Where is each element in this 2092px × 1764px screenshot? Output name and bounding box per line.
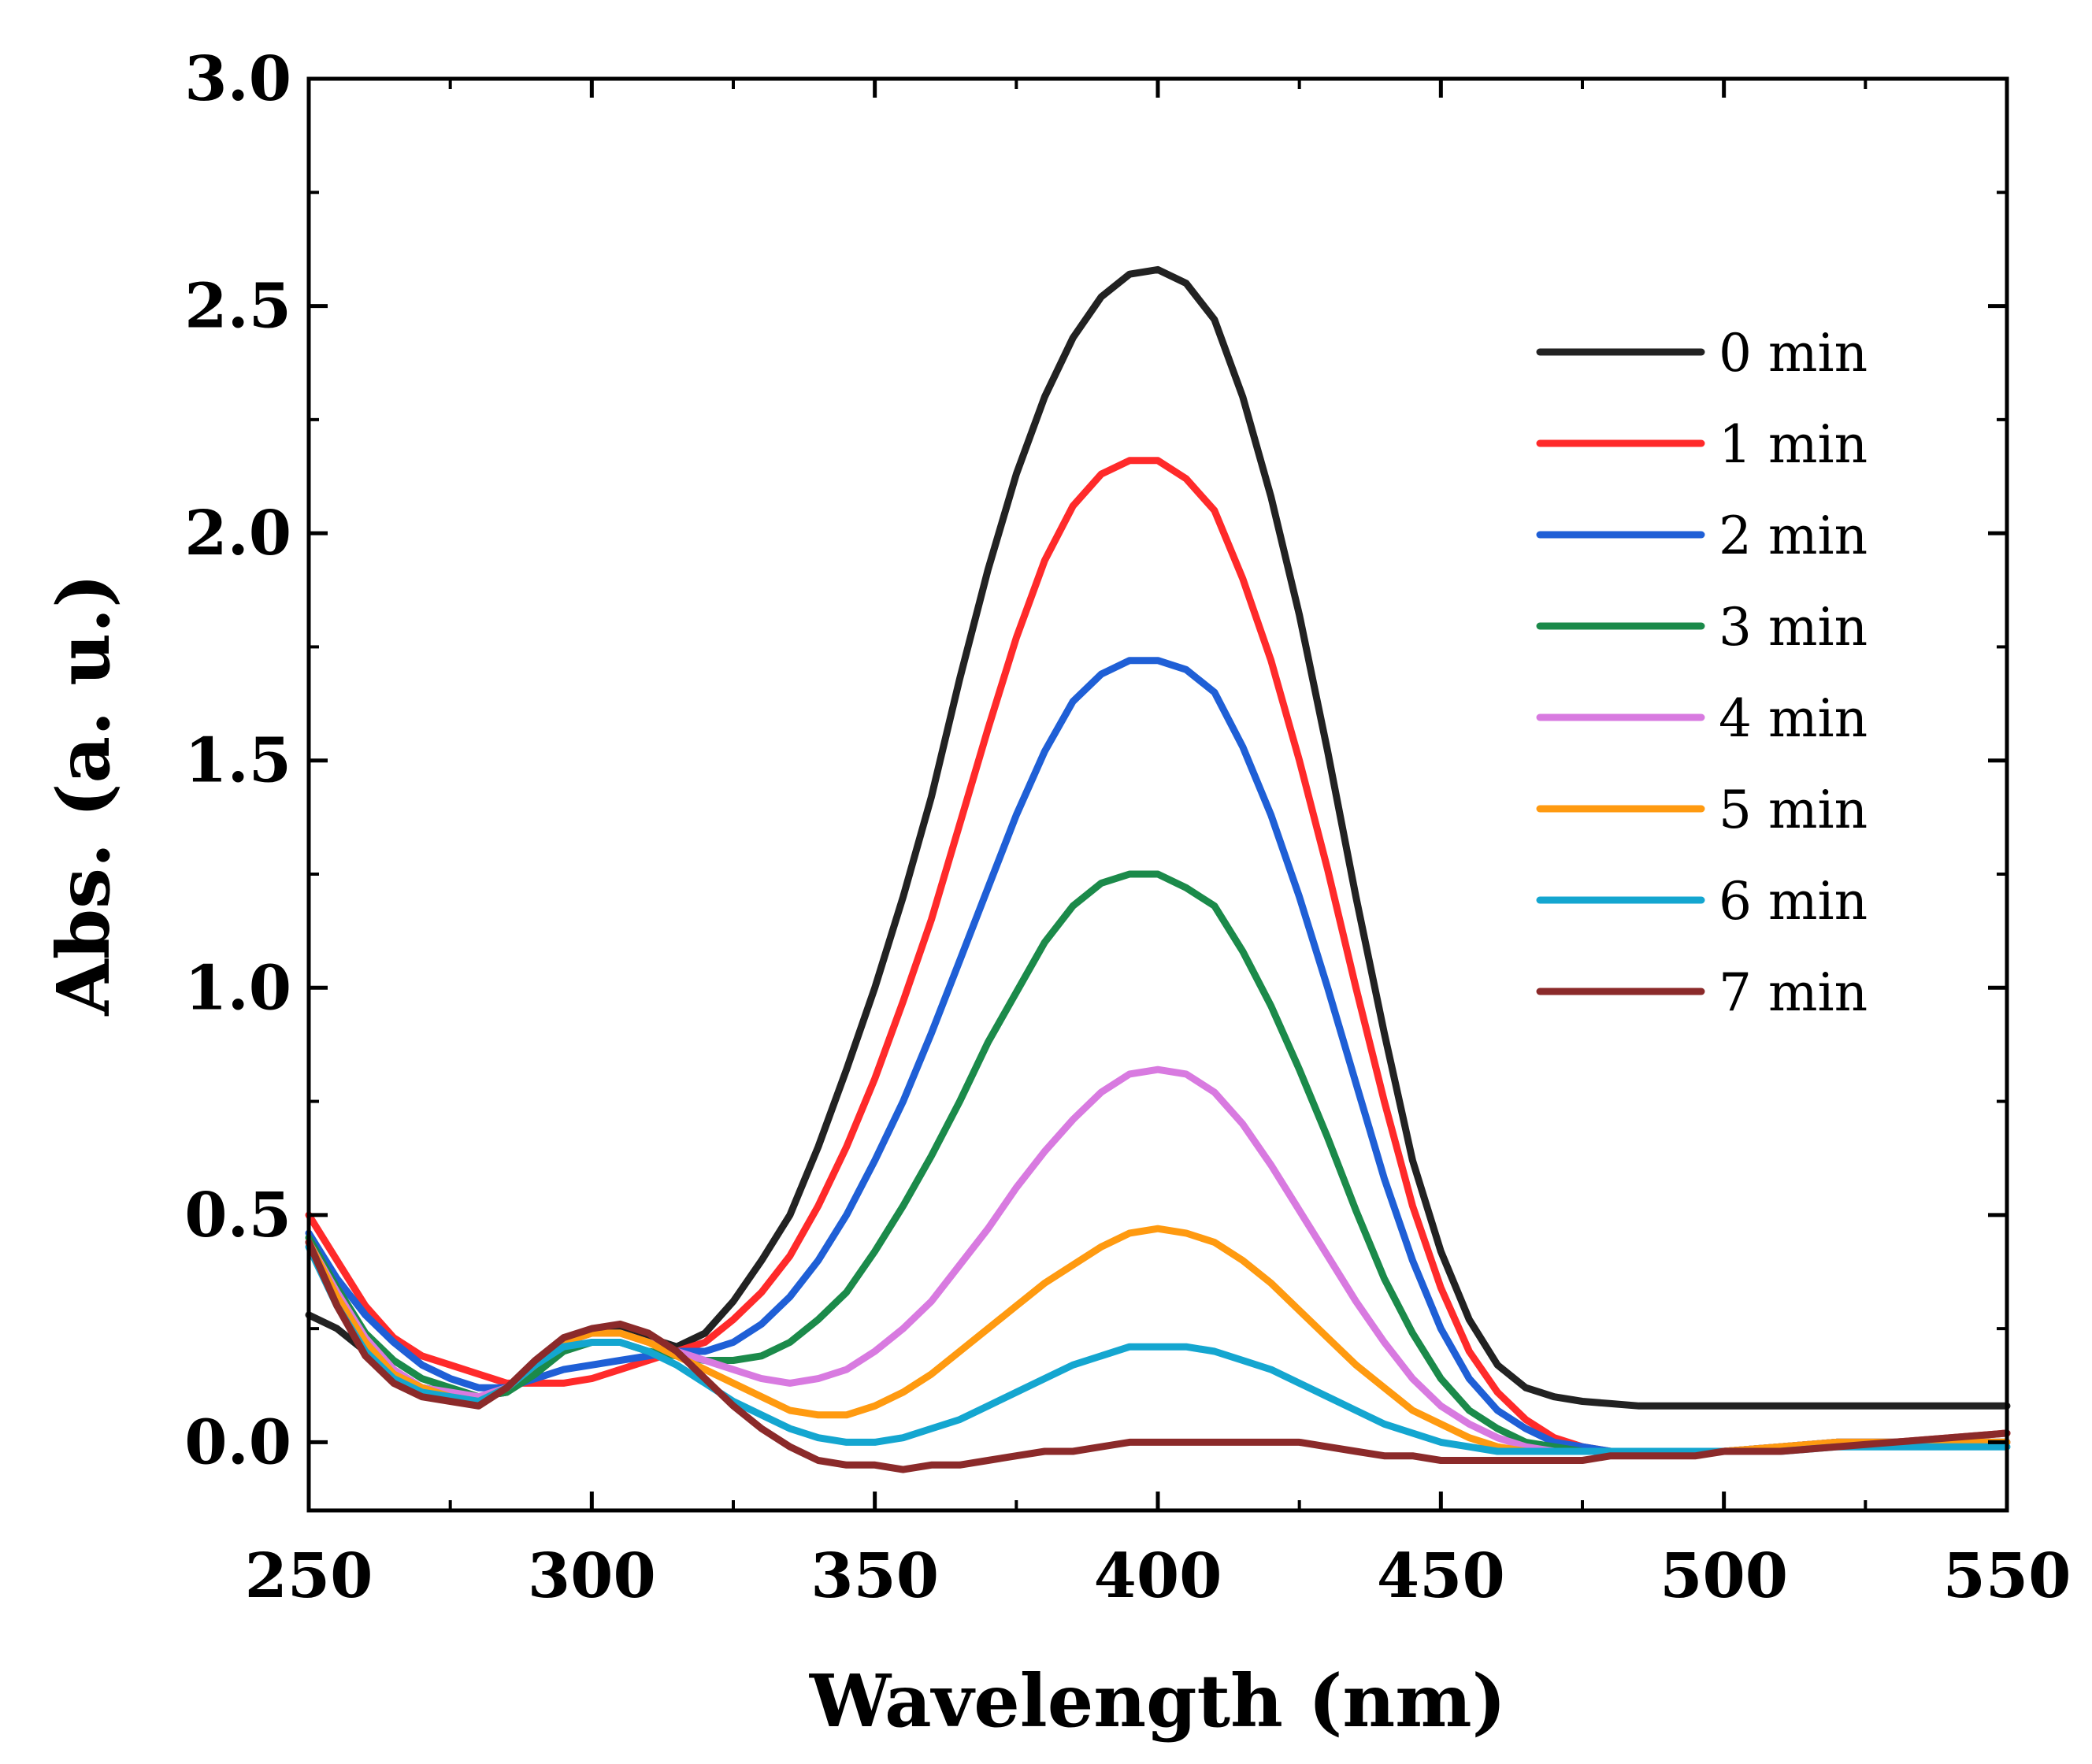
legend-label: 3 min <box>1719 597 1868 658</box>
y-tick-label: 1.0 <box>184 952 291 1024</box>
x-tick-label: 400 <box>1094 1540 1222 1612</box>
y-axis-title: Abs. (a. u.) <box>41 573 126 1016</box>
x-tick-label: 550 <box>1943 1540 2072 1612</box>
legend-label: 2 min <box>1719 506 1868 566</box>
y-tick-label: 0.0 <box>184 1406 291 1478</box>
series-line-6-min <box>305 1243 2011 1455</box>
x-tick-label: 350 <box>810 1540 939 1612</box>
x-tick-label: 500 <box>1660 1540 1788 1612</box>
legend-label: 6 min <box>1719 871 1868 932</box>
x-axis-title: Wavelength (nm) <box>809 1658 1506 1744</box>
series-line-4-min <box>305 1065 2011 1455</box>
y-tick-label: 3.0 <box>184 43 291 115</box>
legend: 0 min 1 min 2 min 3 min 4 min 5 min 6 min 7 min <box>1536 323 1868 1023</box>
legend-label: 1 min <box>1719 414 1868 475</box>
x-tick-label: 250 <box>245 1540 373 1612</box>
legend-label: 4 min <box>1719 688 1868 749</box>
y-tick-label: 2.5 <box>184 271 291 343</box>
y-tick-label: 1.5 <box>184 725 291 797</box>
x-tick-label: 450 <box>1377 1540 1505 1612</box>
legend-label: 5 min <box>1719 780 1868 840</box>
y-tick-label: 2.0 <box>184 498 291 569</box>
x-tick-label: 300 <box>528 1540 656 1612</box>
series-line-3-min <box>305 870 2011 1455</box>
series-layer <box>305 265 2011 1473</box>
y-tick-label: 0.5 <box>184 1180 291 1251</box>
ticks-layer: 250 300 350 400 450 500 550 0.0 0.5 1.0 1.5 2.0 2.5 3… <box>184 43 2071 1612</box>
series-line-7-min <box>305 1239 2011 1473</box>
legend-label: 0 min <box>1719 323 1868 384</box>
legend-label: 7 min <box>1719 962 1868 1023</box>
